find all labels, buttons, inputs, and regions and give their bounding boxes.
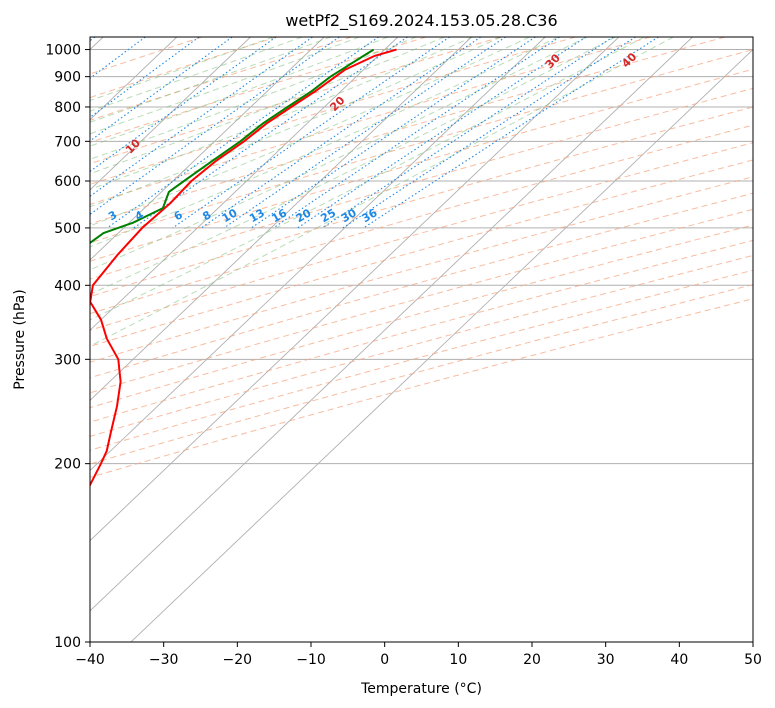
x-axis: −40 −30 −20 −10 0 10 20 30 40 50 [75, 642, 762, 668]
y-axis-label: Pressure (hPa) [12, 289, 28, 389]
x-tick-label: −10 [296, 652, 326, 668]
dry-adiabat-line [90, 124, 753, 315]
dry-adiabat-line [90, 68, 753, 262]
dry-adiabat-line [90, 269, 753, 451]
dry-adiabat-line [90, 37, 427, 143]
x-tick-label: 40 [670, 652, 688, 668]
dry-adiabat-line [90, 142, 753, 331]
x-tick-label: −40 [75, 652, 105, 668]
moist-adiabat-line [90, 37, 530, 227]
dry-adiabat-line [90, 37, 576, 185]
dry-adiabat-line [90, 159, 753, 347]
x-tick-label: 20 [523, 652, 541, 668]
x-tick-label: 0 [380, 652, 389, 668]
y-tick-label: 500 [54, 221, 81, 237]
mixing-ratio-line [90, 37, 340, 215]
moist-adiabat-line [90, 37, 502, 208]
y-tick-label: 300 [54, 352, 81, 368]
moist-adiabat-line [90, 37, 616, 295]
mixing-ratio-line [363, 37, 659, 229]
y-tick-label: 900 [54, 70, 81, 86]
isotherm-line [90, 37, 693, 612]
x-axis-label: Temperature (°C) [360, 681, 482, 697]
isotherm-line [90, 37, 620, 542]
y-tick-label: 700 [54, 134, 81, 150]
y-axis: 1000 900 800 700 600 500 400 300 200 100 [45, 43, 90, 651]
y-tick-label: 800 [54, 100, 81, 116]
isotherm-line [90, 37, 251, 191]
moist-adiabat-line [90, 37, 445, 175]
dry-adiabat-line [90, 37, 726, 225]
moist-adiabat-line [90, 37, 645, 321]
moist-adiabat-line [90, 37, 360, 135]
dewpoint-profile-line [90, 48, 375, 245]
x-tick-label: 50 [744, 652, 762, 668]
mixing-ratio-line [172, 37, 450, 229]
mixing-ratio-line [90, 37, 313, 197]
profile-lines [90, 48, 397, 488]
plot-frame [89, 36, 754, 643]
dry-adiabat-line [90, 106, 753, 298]
moist-adiabat-line [90, 37, 417, 160]
y-tick-label: 1000 [45, 43, 81, 59]
moist-adiabat-line [90, 37, 559, 248]
isotherm-line [90, 37, 325, 261]
chart-title: wetPf2_S169.2024.153.05.28.C36 [285, 11, 557, 31]
moist-adiabat-line [90, 37, 588, 271]
temperature-profile-line [90, 48, 397, 488]
y-tick-label: 200 [54, 457, 81, 473]
moist-adiabat-line [90, 37, 332, 123]
x-tick-label: −20 [223, 652, 253, 668]
mixing-ratio-line [250, 37, 536, 229]
isotherm-line [90, 37, 472, 401]
mixing-ratio-line [106, 37, 379, 229]
isotherm-line [90, 37, 399, 331]
x-tick-label: 10 [449, 652, 467, 668]
dry-adiabat-line [90, 284, 753, 465]
y-tick-label: 100 [54, 635, 81, 651]
x-tick-label: 30 [597, 652, 615, 668]
background-lines [90, 37, 753, 642]
x-tick-label: −30 [149, 652, 179, 668]
mixing-ratio-line [90, 37, 277, 173]
mixing-ratio-line [90, 37, 233, 142]
dry-adiabat-line [90, 239, 753, 423]
y-tick-label: 600 [54, 174, 81, 190]
mixing-ratio-line [133, 37, 408, 229]
y-tick-label: 400 [54, 278, 81, 294]
isotherm-line [130, 48, 753, 642]
